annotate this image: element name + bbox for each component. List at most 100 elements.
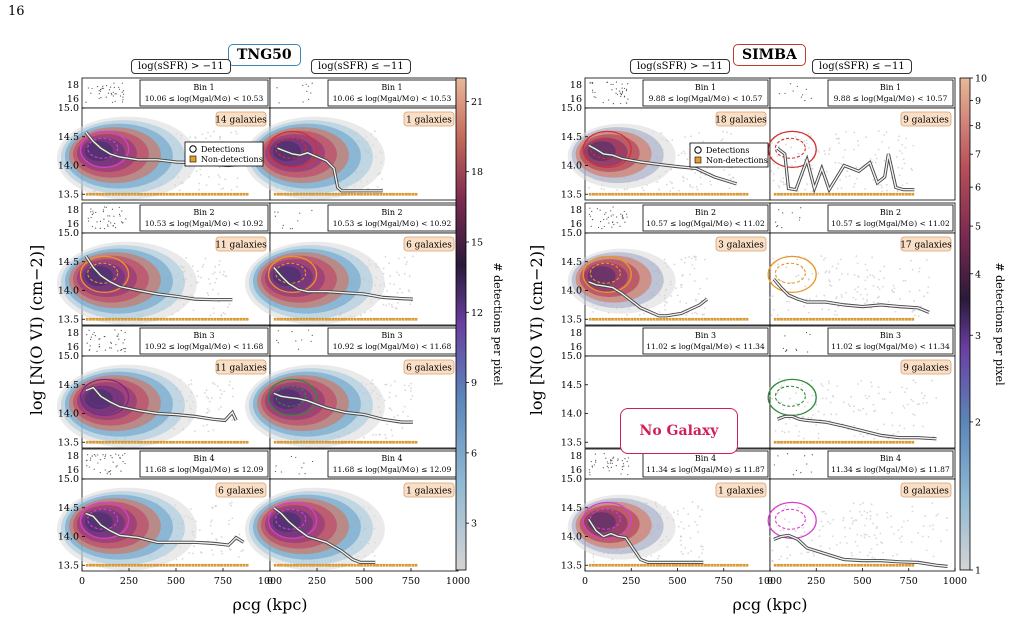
x-tick-label: 250	[308, 576, 326, 587]
scatter-cloud-point	[677, 513, 679, 516]
nondetection-marker	[331, 440, 335, 444]
nondetection-marker	[860, 440, 863, 444]
upper-scatter-point	[98, 90, 100, 92]
bin-label-box	[139, 204, 269, 232]
scatter-cloud-point	[220, 188, 223, 191]
nondetection-marker	[366, 563, 370, 567]
bin-label-box	[139, 450, 269, 478]
median-profile-line	[85, 512, 245, 546]
nondetection-marker	[882, 192, 886, 196]
nondetection-marker	[726, 192, 730, 196]
nondetection-marker	[165, 317, 169, 321]
scatter-cloud-point	[405, 263, 408, 266]
scatter-cloud-point	[214, 281, 217, 284]
bin-label-box	[827, 204, 954, 232]
nondetection-marker	[659, 563, 662, 567]
nondetection-marker	[905, 563, 908, 567]
galaxy-count-text: 11 galaxies	[215, 241, 267, 251]
scatter-cloud-point	[834, 161, 837, 164]
nondetection-marker	[611, 192, 614, 196]
scatter-cloud-point	[840, 296, 843, 298]
upper-y-tick-label: 18	[67, 80, 79, 91]
x-tick-label: 0	[582, 576, 588, 587]
scatter-cloud-point	[393, 416, 396, 418]
nondetection-marker	[866, 563, 870, 567]
scatter-cloud-point	[877, 130, 880, 132]
scatter-cloud-point	[807, 311, 810, 314]
upper-scatter-point	[103, 228, 106, 230]
y-tick-label: 13.5	[58, 189, 79, 200]
upper-scatter-point	[114, 227, 117, 229]
scatter-cloud-point	[866, 276, 869, 279]
nondetection-marker	[210, 192, 214, 196]
heatmap-density-layer	[587, 266, 616, 287]
scatter-cloud-point	[396, 414, 399, 417]
nondetection-marker	[678, 563, 682, 567]
bin-label-text: Bin 4	[695, 454, 716, 463]
galaxy-count-text: 3 galaxies	[718, 241, 764, 251]
scatter-cloud-point	[883, 159, 886, 162]
upper-scatter-point	[311, 209, 313, 212]
scatter-cloud-point	[212, 273, 214, 275]
scatter-cloud-point	[853, 435, 856, 437]
nondetection-marker	[280, 192, 283, 196]
bin-label-text: Bin 3	[381, 331, 402, 340]
nondetection-marker	[226, 440, 230, 444]
upper-scatter-point	[792, 90, 794, 92]
scatter-cloud-point	[381, 178, 383, 180]
nondetection-marker	[302, 440, 306, 444]
upper-scatter-point	[101, 87, 103, 89]
upper-scatter-point	[95, 211, 97, 213]
scatter-cloud-point	[872, 522, 875, 525]
scatter-cloud-point	[890, 515, 892, 517]
nondetection-marker	[289, 317, 293, 321]
nondetection-marker	[853, 440, 857, 444]
median-profile-line	[85, 386, 237, 422]
nondetection-marker	[121, 440, 124, 444]
nondetection-marker	[783, 317, 787, 321]
upper-y-tick-label: 18	[570, 80, 582, 91]
scatter-cloud-point	[815, 404, 818, 406]
scatter-cloud-point	[684, 546, 687, 549]
scatter-cloud-point	[225, 275, 228, 278]
scatter-cloud-point	[205, 412, 208, 414]
density-contour-inner	[589, 508, 621, 530]
nondetection-marker	[773, 192, 777, 196]
nondetection-marker	[773, 440, 777, 444]
nondetection-marker	[363, 192, 367, 196]
nondetection-marker	[656, 317, 659, 321]
scatter-cloud-point	[778, 558, 781, 561]
scatter-cloud-point	[812, 552, 815, 555]
scatter-cloud-point	[872, 301, 875, 304]
scatter-cloud-point	[869, 157, 872, 160]
scatter-cloud-point	[384, 383, 387, 386]
scatter-cloud-point	[817, 432, 820, 435]
galaxy-count-badge	[715, 482, 767, 498]
scatter-cloud-point	[877, 301, 880, 304]
scatter-cloud-point	[904, 391, 907, 394]
scatter-cloud-point	[807, 278, 810, 280]
scatter-cloud-point	[670, 295, 672, 297]
upper-scatter-point	[601, 228, 603, 230]
upper-scatter-point	[620, 213, 622, 215]
upper-scatter-point	[593, 464, 595, 466]
scatter-cloud-point	[870, 381, 873, 384]
nondetection-marker	[729, 563, 733, 567]
scatter-cloud-point	[723, 169, 726, 171]
nondetection-marker	[309, 317, 312, 321]
scatter-cloud-point	[922, 402, 925, 404]
nondetection-marker	[793, 317, 796, 321]
y-tick-label: 14.5	[561, 503, 582, 514]
nondetection-marker	[121, 192, 124, 196]
scatter-cloud-point	[815, 295, 818, 298]
scatter-cloud-point	[783, 518, 786, 520]
scatter-cloud-point	[890, 525, 893, 528]
nondetection-marker	[289, 440, 293, 444]
scatter-cloud-point	[378, 433, 381, 436]
nondetection-marker	[898, 317, 902, 321]
nondetection-marker	[825, 563, 828, 567]
y-tick-label: 15.0	[58, 103, 79, 114]
nondetection-marker	[889, 563, 892, 567]
density-contour-outer	[582, 255, 632, 294]
scatter-cloud-point	[870, 503, 873, 506]
